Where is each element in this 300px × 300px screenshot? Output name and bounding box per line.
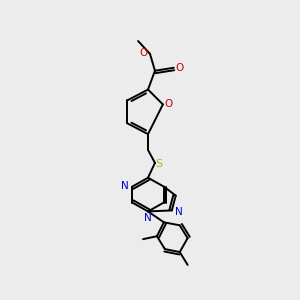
Text: N: N (122, 181, 129, 191)
Text: N: N (144, 213, 152, 224)
Text: N: N (175, 207, 183, 218)
Text: O: O (176, 63, 184, 73)
Text: S: S (155, 159, 163, 169)
Text: O: O (139, 48, 147, 58)
Text: O: O (165, 99, 173, 110)
